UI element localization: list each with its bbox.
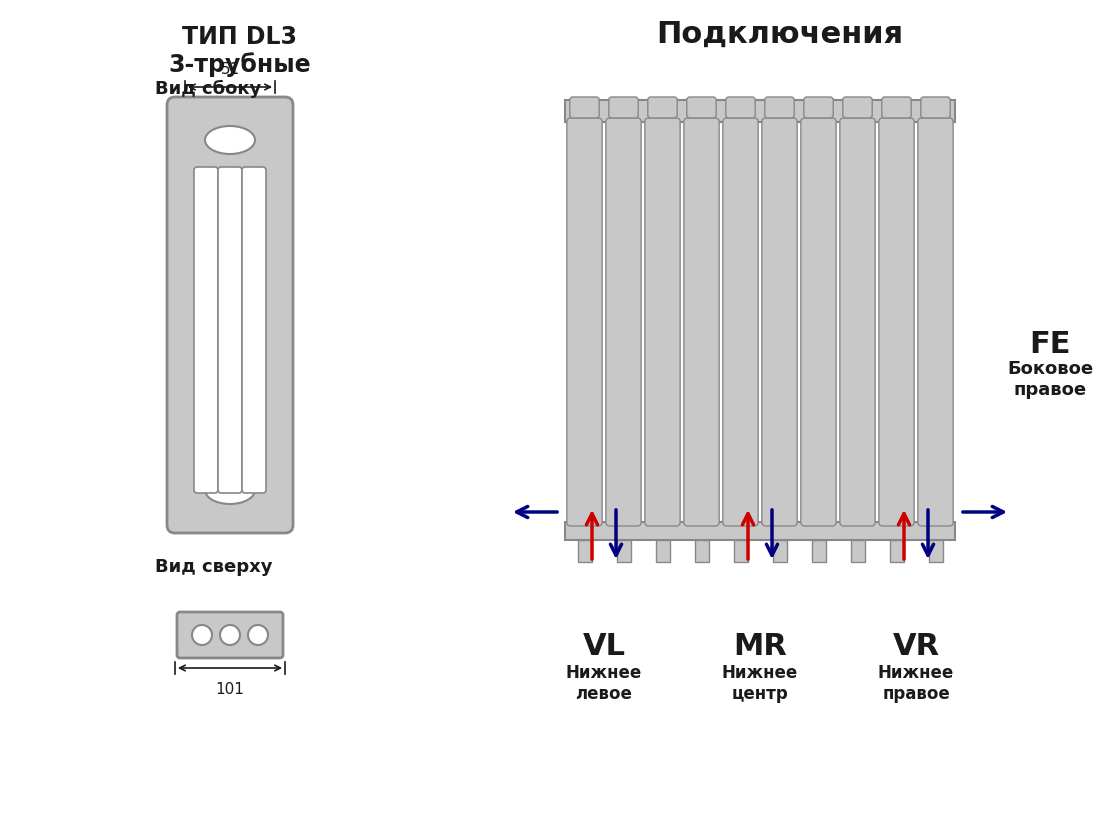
FancyBboxPatch shape — [167, 97, 293, 533]
FancyBboxPatch shape — [764, 97, 794, 118]
Bar — [811, 540, 826, 562]
Ellipse shape — [205, 126, 255, 154]
FancyBboxPatch shape — [609, 97, 638, 118]
FancyBboxPatch shape — [840, 118, 875, 526]
Text: ТИП DL3: ТИП DL3 — [182, 25, 298, 49]
Bar — [695, 540, 708, 562]
FancyBboxPatch shape — [567, 118, 602, 526]
Text: Вид сверху: Вид сверху — [156, 558, 273, 576]
Ellipse shape — [205, 476, 255, 504]
Text: VR: VR — [893, 632, 940, 661]
Bar — [772, 540, 787, 562]
FancyBboxPatch shape — [918, 118, 953, 526]
FancyBboxPatch shape — [194, 167, 218, 493]
FancyBboxPatch shape — [803, 97, 834, 118]
FancyBboxPatch shape — [684, 118, 720, 526]
Text: Нижнее
правое: Нижнее правое — [878, 664, 955, 703]
FancyBboxPatch shape — [645, 118, 680, 526]
Text: Нижнее
центр: Нижнее центр — [722, 664, 798, 703]
FancyBboxPatch shape — [687, 97, 716, 118]
FancyBboxPatch shape — [882, 97, 911, 118]
Bar — [565, 100, 955, 122]
Text: 51: 51 — [220, 62, 239, 77]
Circle shape — [220, 625, 239, 645]
FancyBboxPatch shape — [605, 118, 641, 526]
Bar — [577, 540, 592, 562]
FancyBboxPatch shape — [921, 97, 950, 118]
FancyBboxPatch shape — [177, 612, 283, 658]
Text: Нижнее
левое: Нижнее левое — [566, 664, 642, 703]
Bar — [733, 540, 747, 562]
Bar — [850, 540, 865, 562]
Text: 3-трубные: 3-трубные — [169, 52, 311, 77]
Bar — [617, 540, 630, 562]
Text: Вид сбоку: Вид сбоку — [156, 80, 261, 98]
FancyBboxPatch shape — [843, 97, 872, 118]
FancyBboxPatch shape — [242, 167, 266, 493]
Circle shape — [192, 625, 211, 645]
FancyBboxPatch shape — [648, 97, 677, 118]
FancyBboxPatch shape — [801, 118, 836, 526]
Circle shape — [248, 625, 267, 645]
FancyBboxPatch shape — [723, 118, 759, 526]
Bar — [929, 540, 942, 562]
Bar — [565, 522, 955, 540]
Text: FE: FE — [1029, 330, 1071, 359]
FancyBboxPatch shape — [762, 118, 797, 526]
Bar — [890, 540, 903, 562]
FancyBboxPatch shape — [570, 97, 599, 118]
Text: MR: MR — [733, 632, 787, 661]
Text: VL: VL — [583, 632, 626, 661]
FancyBboxPatch shape — [878, 118, 914, 526]
Text: 101: 101 — [216, 682, 244, 697]
FancyBboxPatch shape — [218, 167, 242, 493]
Text: Подключения: Подключения — [657, 20, 903, 49]
Text: Боковое
правое: Боковое правое — [1007, 360, 1093, 399]
FancyBboxPatch shape — [726, 97, 755, 118]
Bar — [656, 540, 669, 562]
